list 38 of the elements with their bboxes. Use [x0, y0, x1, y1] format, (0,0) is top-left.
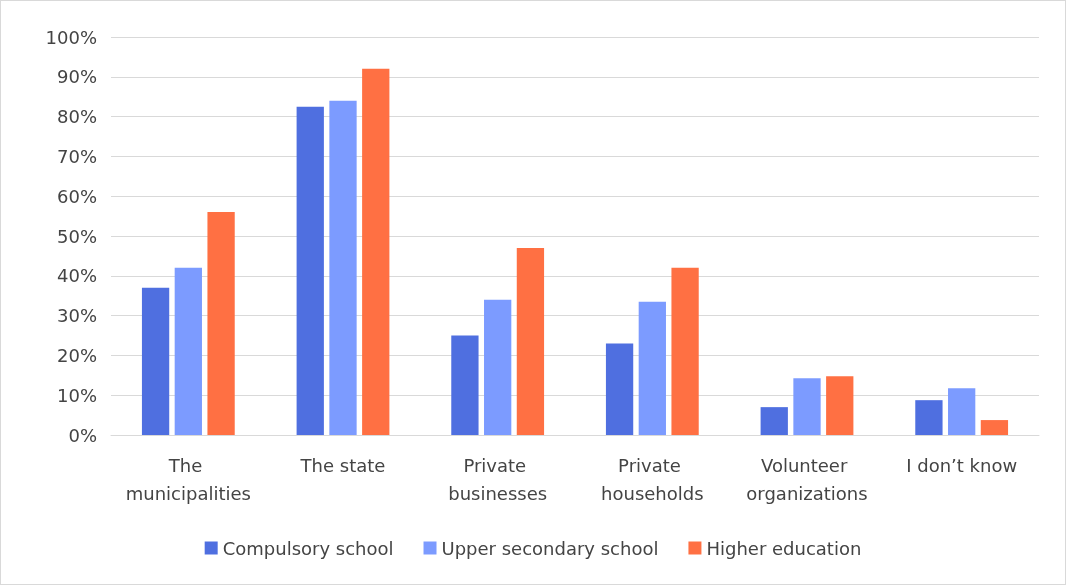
bar [207, 212, 235, 435]
bar [760, 407, 788, 435]
bar [362, 68, 390, 435]
bar [638, 301, 666, 435]
y-tick-label: 90% [56, 66, 97, 88]
x-tick-label: Private households [601, 454, 704, 504]
legend-label: Compulsory school [222, 537, 394, 559]
y-tick-label: 100% [45, 26, 97, 48]
y-tick-label: 0% [68, 424, 97, 446]
bar [174, 267, 202, 435]
x-tick-label: Volunteer organizations [746, 454, 868, 504]
legend-label: Upper secondary school [441, 537, 659, 559]
x-tick-label: The municipalities [125, 454, 251, 504]
bar [605, 343, 634, 435]
bar [948, 388, 976, 435]
x-tick-label: I don’t know [906, 454, 1018, 476]
y-tick-label: 40% [56, 265, 97, 287]
bar [915, 400, 943, 435]
y-tick-label: 80% [56, 106, 97, 128]
bar [329, 100, 357, 435]
y-tick-label: 10% [56, 384, 97, 406]
bar [980, 420, 1009, 435]
bar [451, 335, 479, 435]
bar [826, 376, 854, 435]
x-tick-label: Private businesses [448, 454, 548, 504]
y-tick-label: 20% [56, 344, 97, 366]
legend-label: Higher education [706, 537, 862, 559]
bar [296, 106, 324, 435]
y-tick-label: 30% [56, 305, 97, 327]
y-tick-label: 70% [56, 145, 97, 167]
bar [484, 299, 512, 435]
y-tick-label: 60% [56, 185, 97, 207]
bar [516, 247, 545, 435]
bar [793, 378, 821, 435]
x-tick-label: The state [299, 454, 386, 476]
y-tick-label: 50% [56, 225, 97, 247]
bar [671, 267, 699, 435]
bar [141, 287, 170, 435]
